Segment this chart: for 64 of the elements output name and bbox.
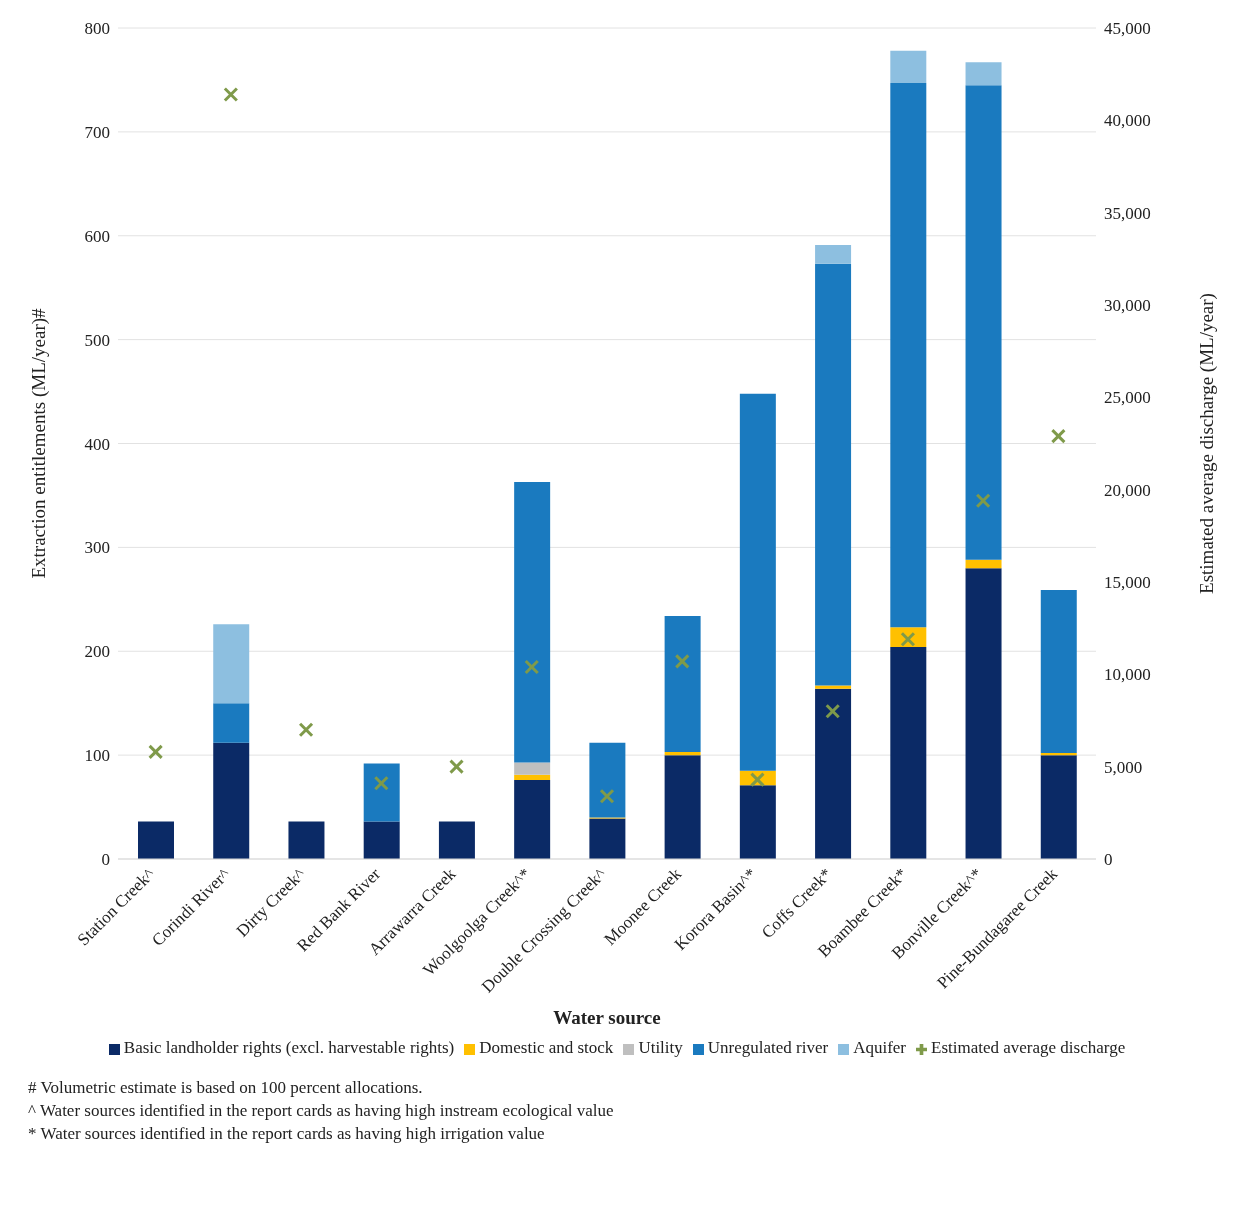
y2-tick-label: 0 [1104, 850, 1113, 870]
bar [213, 742, 250, 859]
y2-tick-label: 45,000 [1104, 19, 1151, 39]
bar [1040, 755, 1077, 859]
legend-label: Domestic and stock [479, 1038, 614, 1057]
y2-axis-title: Estimated average discharge (ML/year) [1195, 293, 1218, 594]
y-axis-title: Extraction entitlements (ML/year)# [27, 307, 50, 579]
y-tick-label: 0 [101, 850, 110, 870]
bar [589, 742, 626, 818]
bar [664, 615, 701, 753]
bar [739, 393, 776, 771]
y-tick-label: 400 [84, 434, 110, 454]
y-tick-label: 800 [84, 19, 110, 39]
y2-tick-label: 25,000 [1104, 388, 1151, 408]
bar [363, 821, 400, 859]
bar [213, 624, 250, 704]
y-tick-label: 500 [84, 330, 110, 350]
bar [589, 818, 626, 859]
y-tick-label: 200 [84, 642, 110, 662]
y-tick-label: 700 [84, 122, 110, 142]
legend-label: Unregulated river [707, 1038, 829, 1057]
bar [514, 780, 551, 859]
bar [890, 83, 927, 628]
bar [514, 762, 551, 775]
legend-label: Aquifer [853, 1038, 907, 1057]
x-axis-title: Water source [553, 1007, 661, 1028]
bar [815, 245, 852, 264]
bar [213, 703, 250, 743]
bar [890, 647, 927, 859]
bar [965, 85, 1002, 560]
bar [664, 752, 701, 756]
text: * Water sources identified in the report cards as having high irrigation value [28, 1123, 546, 1145]
legend-label: Estimated average discharge [931, 1038, 1126, 1057]
bar [1040, 589, 1077, 754]
bar [965, 559, 1002, 569]
text: # Volumetric estimate is based on 100 percent allocations. [28, 1077, 424, 1099]
text: ^ Water sources identified in the report cards as having high instream ecological value [28, 1100, 615, 1122]
bar [514, 774, 551, 781]
legend-label: Basic landholder rights (excl. harvestable rights) [123, 1038, 455, 1057]
bar [890, 50, 927, 84]
bar [815, 685, 852, 689]
y2-tick-label: 30,000 [1104, 296, 1151, 316]
y2-tick-label: 20,000 [1104, 480, 1151, 500]
y-tick-label: 300 [84, 538, 110, 558]
bar [815, 263, 852, 686]
y2-tick-label: 5,000 [1104, 757, 1143, 777]
y-tick-label: 100 [84, 746, 110, 766]
bar [288, 821, 325, 859]
bar [965, 62, 1002, 86]
bar [815, 688, 852, 859]
bar [1040, 753, 1077, 756]
bar [514, 481, 551, 763]
bar [965, 568, 1002, 859]
bar [438, 821, 475, 859]
bar [138, 821, 174, 859]
bar [739, 785, 776, 859]
y2-tick-label: 40,000 [1104, 111, 1151, 131]
bar [664, 755, 701, 859]
y-tick-label: 600 [84, 226, 110, 246]
bar [363, 763, 400, 822]
y2-tick-label: 10,000 [1104, 665, 1151, 685]
legend-label: Utility [638, 1038, 683, 1057]
y2-tick-label: 15,000 [1104, 573, 1151, 593]
y2-tick-label: 35,000 [1104, 203, 1151, 223]
